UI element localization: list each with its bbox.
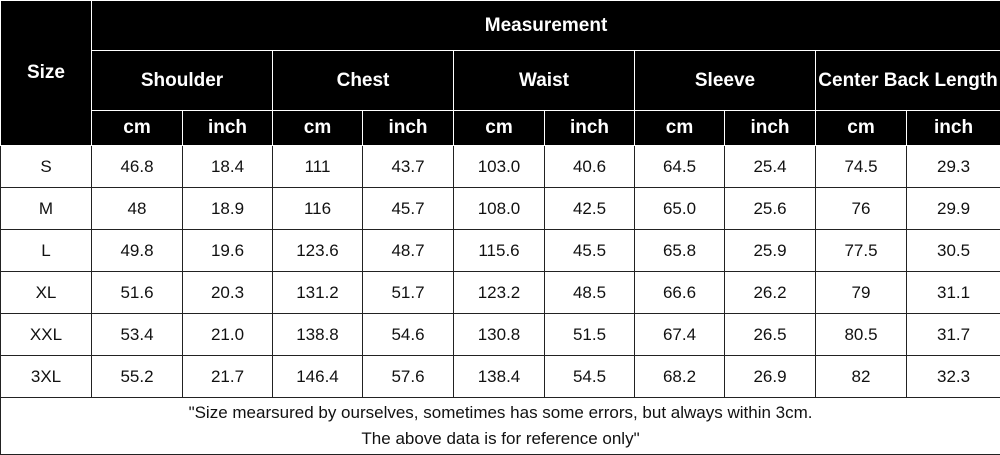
value-cell: 108.0 bbox=[453, 187, 545, 230]
value-cell: 46.8 bbox=[91, 145, 183, 188]
value-cell: 54.6 bbox=[362, 313, 454, 356]
value-cell: 20.3 bbox=[182, 271, 273, 314]
value-cell: 21.0 bbox=[182, 313, 273, 356]
value-cell: 31.7 bbox=[905, 313, 1000, 356]
size-cell: XL bbox=[0, 271, 92, 314]
value-cell: 29.3 bbox=[905, 145, 1000, 188]
value-cell: 49.8 bbox=[91, 229, 183, 272]
value-cell: 76 bbox=[815, 187, 907, 230]
value-cell: 123.2 bbox=[453, 271, 545, 314]
unit-header-inch: inch bbox=[905, 110, 1000, 146]
size-cell: L bbox=[0, 229, 92, 272]
value-cell: 45.7 bbox=[362, 187, 454, 230]
table-row: XL 51.6 20.3 131.2 51.7 123.2 48.5 66.6 26.2 79 31… bbox=[0, 271, 1000, 314]
table-row: M 48 18.9 116 45.7 108.0 42.5 65.0 25.6 76 29.9 bbox=[0, 187, 1000, 230]
size-header: Size bbox=[0, 0, 92, 146]
value-cell: 18.4 bbox=[182, 145, 273, 188]
value-cell: 65.8 bbox=[634, 229, 725, 272]
value-cell: 131.2 bbox=[272, 271, 363, 314]
measurement-header: Measurement bbox=[90, 0, 1000, 51]
value-cell: 51.7 bbox=[362, 271, 454, 314]
value-cell: 65.0 bbox=[634, 187, 725, 230]
group-header-sleeve: Sleeve bbox=[634, 50, 816, 111]
unit-header-cm: cm bbox=[634, 110, 725, 146]
unit-header-cm: cm bbox=[815, 110, 907, 146]
unit-header-cm: cm bbox=[272, 110, 363, 146]
size-cell: M bbox=[0, 187, 92, 230]
size-cell: XXL bbox=[0, 313, 92, 356]
value-cell: 77.5 bbox=[815, 229, 907, 272]
value-cell: 31.1 bbox=[905, 271, 1000, 314]
value-cell: 21.7 bbox=[182, 355, 273, 398]
value-cell: 55.2 bbox=[91, 355, 183, 398]
unit-header-inch: inch bbox=[362, 110, 454, 146]
unit-header-inch: inch bbox=[544, 110, 635, 146]
value-cell: 111 bbox=[272, 145, 363, 188]
note-line-1: "Size mearsured by ourselves, sometimes … bbox=[188, 403, 813, 422]
unit-header-inch: inch bbox=[182, 110, 273, 146]
value-cell: 123.6 bbox=[272, 229, 363, 272]
table-row: 3XL 55.2 21.7 146.4 57.6 138.4 54.5 68.2 26.9 82 3… bbox=[0, 355, 1000, 398]
unit-header-cm: cm bbox=[91, 110, 183, 146]
value-cell: 19.6 bbox=[182, 229, 273, 272]
value-cell: 138.8 bbox=[272, 313, 363, 356]
value-cell: 103.0 bbox=[453, 145, 545, 188]
value-cell: 68.2 bbox=[634, 355, 725, 398]
value-cell: 138.4 bbox=[453, 355, 545, 398]
group-header-waist: Waist bbox=[453, 50, 635, 111]
value-cell: 43.7 bbox=[362, 145, 454, 188]
value-cell: 26.2 bbox=[724, 271, 816, 314]
group-header-shoulder: Shoulder bbox=[91, 50, 273, 111]
value-cell: 18.9 bbox=[182, 187, 273, 230]
group-header-chest: Chest bbox=[272, 50, 454, 111]
value-cell: 26.5 bbox=[724, 313, 816, 356]
value-cell: 146.4 bbox=[272, 355, 363, 398]
value-cell: 25.9 bbox=[724, 229, 816, 272]
value-cell: 74.5 bbox=[815, 145, 907, 188]
value-cell: 45.5 bbox=[544, 229, 635, 272]
note-line-2: The above data is for reference only" bbox=[361, 429, 640, 448]
value-cell: 54.5 bbox=[544, 355, 635, 398]
value-cell: 25.6 bbox=[724, 187, 816, 230]
value-cell: 51.6 bbox=[91, 271, 183, 314]
value-cell: 48.7 bbox=[362, 229, 454, 272]
value-cell: 29.9 bbox=[905, 187, 1000, 230]
value-cell: 115.6 bbox=[453, 229, 545, 272]
value-cell: 64.5 bbox=[634, 145, 725, 188]
value-cell: 130.8 bbox=[453, 313, 545, 356]
value-cell: 40.6 bbox=[544, 145, 635, 188]
value-cell: 26.9 bbox=[724, 355, 816, 398]
value-cell: 80.5 bbox=[815, 313, 907, 356]
value-cell: 25.4 bbox=[724, 145, 816, 188]
value-cell: 116 bbox=[272, 187, 363, 230]
value-cell: 48.5 bbox=[544, 271, 635, 314]
value-cell: 30.5 bbox=[905, 229, 1000, 272]
value-cell: 48 bbox=[91, 187, 183, 230]
value-cell: 42.5 bbox=[544, 187, 635, 230]
value-cell: 32.3 bbox=[905, 355, 1000, 398]
group-header-center-back-length: Center Back Length bbox=[814, 50, 1000, 111]
value-cell: 53.4 bbox=[91, 313, 183, 356]
disclaimer-note: "Size mearsured by ourselves, sometimes … bbox=[0, 397, 1000, 455]
value-cell: 82 bbox=[815, 355, 907, 398]
value-cell: 51.5 bbox=[544, 313, 635, 356]
table-row: L 49.8 19.6 123.6 48.7 115.6 45.5 65.8 25.9 77.5 3… bbox=[0, 229, 1000, 272]
value-cell: 67.4 bbox=[634, 313, 725, 356]
value-cell: 66.6 bbox=[634, 271, 725, 314]
value-cell: 57.6 bbox=[362, 355, 454, 398]
unit-header-inch: inch bbox=[724, 110, 816, 146]
table-row: XXL 53.4 21.0 138.8 54.6 130.8 51.5 67.4 26.5 80.… bbox=[0, 313, 1000, 356]
table-row: S 46.8 18.4 111 43.7 103.0 40.6 64.5 25.4 74.5 29.… bbox=[0, 145, 1000, 188]
size-cell: S bbox=[0, 145, 92, 188]
size-cell: 3XL bbox=[0, 355, 92, 398]
unit-header-cm: cm bbox=[453, 110, 545, 146]
value-cell: 79 bbox=[815, 271, 907, 314]
